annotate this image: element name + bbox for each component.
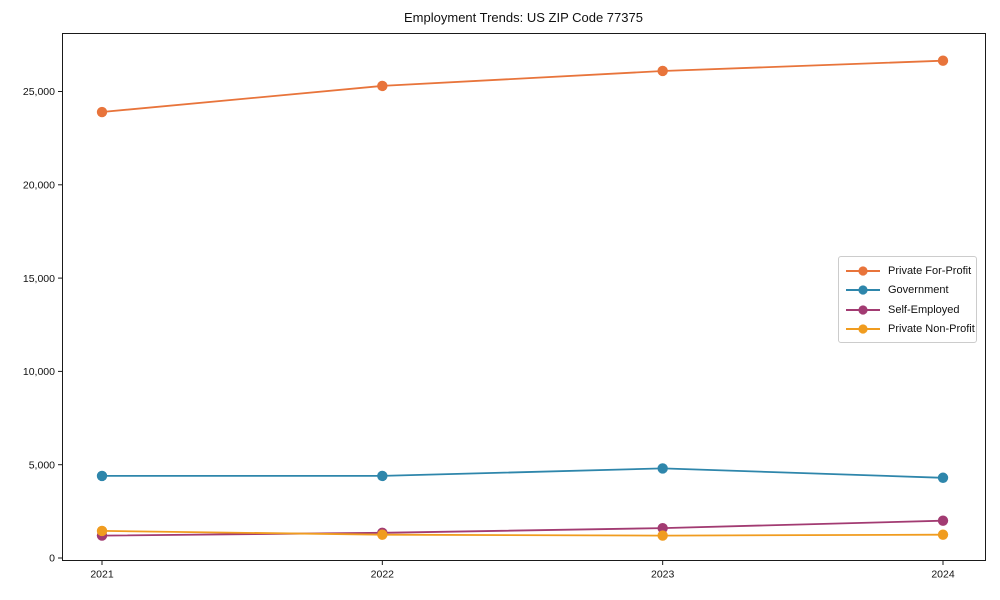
legend-marker-icon [846, 324, 880, 334]
legend-marker-icon [846, 285, 880, 295]
legend-dot [858, 324, 868, 334]
y-tick-label: 25,000 [23, 86, 55, 98]
legend: Private For-Profit Government Self-Employe… [838, 256, 977, 343]
legend-marker-icon [846, 266, 880, 276]
x-tick-label: 2024 [931, 569, 955, 581]
data-point-private-non-profit [377, 529, 388, 540]
x-tick-label: 2023 [651, 569, 675, 581]
legend-item-label: Self-Employed [888, 303, 960, 316]
legend-marker-icon [846, 305, 880, 315]
legend-item: Self-Employed [845, 300, 970, 320]
data-point-self-employed [657, 522, 668, 534]
y-tick-label: 20,000 [23, 180, 55, 192]
legend-item: Private Non-Profit [845, 320, 975, 340]
legend-item-label: Government [888, 284, 949, 297]
y-tick-label: 10,000 [23, 366, 55, 378]
data-point-government [657, 463, 668, 474]
legend-dot [858, 266, 868, 276]
series-line-private-non-profit [101, 530, 944, 537]
y-tick-label: 15,000 [23, 273, 55, 285]
x-tick-label: 2022 [371, 569, 395, 581]
series-line-government [101, 467, 944, 479]
data-point-government [937, 472, 949, 483]
data-point-private-non-profit [96, 525, 108, 537]
series-line-private-for-profit [101, 59, 944, 113]
data-point-government [377, 470, 388, 482]
data-point-private-for-profit [96, 106, 108, 118]
chart-title: Employment Trends: US ZIP Code 77375 [404, 10, 643, 25]
series-line-self-employed [101, 519, 944, 537]
data-point-private-for-profit [937, 55, 949, 66]
data-point-self-employed [937, 515, 949, 526]
data-point-government [96, 470, 108, 482]
data-point-private-for-profit [657, 65, 668, 77]
legend-item-label: Private Non-Profit [888, 323, 975, 336]
y-tick-label: 5,000 [29, 459, 55, 471]
legend-item: Private For-Profit [845, 261, 972, 281]
legend-dot [858, 305, 868, 315]
data-point-private-non-profit [937, 529, 949, 540]
legend-item: Government [845, 281, 970, 301]
data-point-private-non-profit [657, 530, 668, 541]
data-point-private-for-profit [377, 80, 388, 92]
y-tick-label: 0 [49, 553, 55, 565]
legend-item-label: Private For-Profit [888, 264, 972, 277]
legend-dot [858, 285, 868, 295]
plot-border [62, 33, 986, 561]
x-tick-label: 2021 [90, 569, 114, 581]
